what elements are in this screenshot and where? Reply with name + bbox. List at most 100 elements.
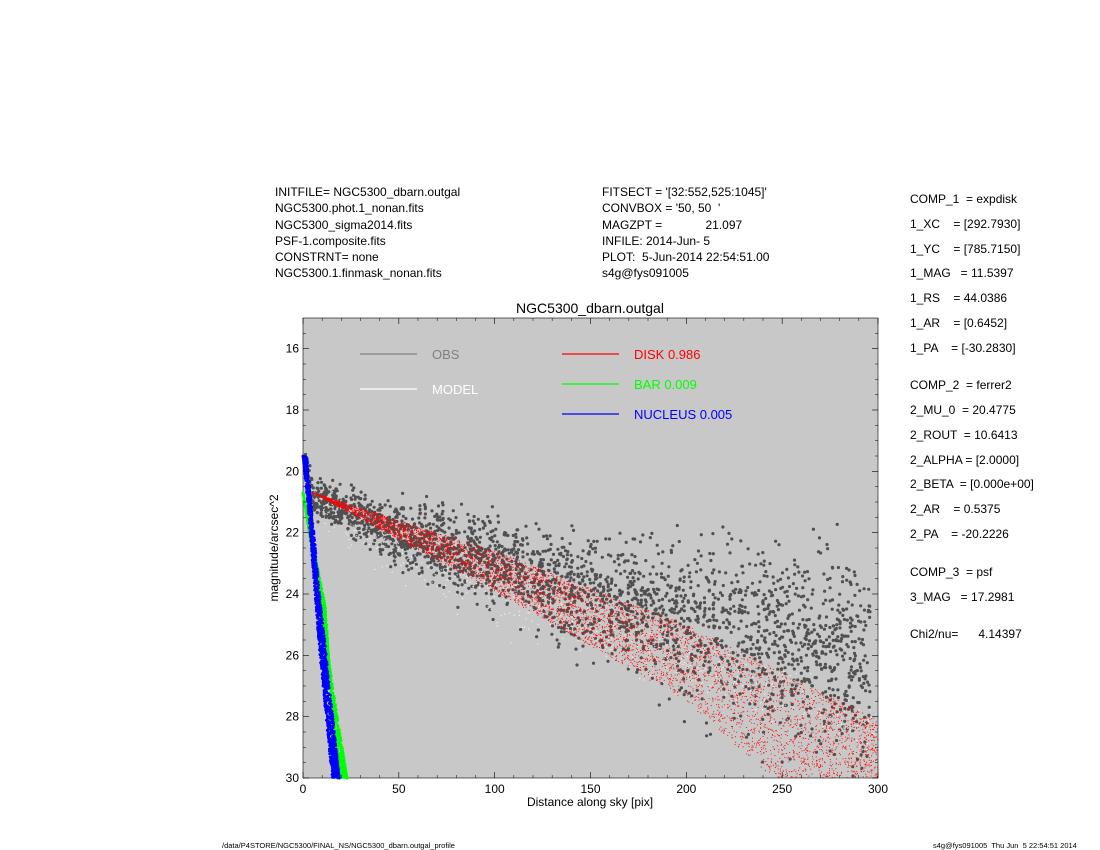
obs-point [570, 524, 574, 528]
obs-point [651, 565, 655, 569]
obs-point [436, 504, 441, 508]
obs-point [682, 720, 687, 724]
obs-point [446, 555, 450, 559]
model-point [693, 658, 695, 661]
model-point [570, 625, 572, 627]
obs-point [587, 552, 591, 556]
bar-point [337, 728, 341, 731]
obs-point [680, 568, 684, 572]
obs-point [761, 600, 765, 604]
model-point [549, 623, 551, 626]
obs-point [787, 584, 792, 589]
obs-point [758, 580, 762, 584]
obs-point [515, 551, 520, 555]
obs-point [799, 671, 803, 675]
model-point [455, 586, 458, 588]
obs-point [349, 533, 353, 538]
model-point [662, 681, 665, 684]
model-point [765, 671, 767, 673]
obs-point [630, 569, 635, 573]
obs-point [848, 621, 853, 625]
obs-point [821, 641, 826, 645]
obs-point [780, 696, 784, 700]
obs-point [592, 581, 596, 585]
obs-point [359, 504, 363, 508]
obs-point [387, 552, 391, 557]
obs-point [794, 684, 798, 688]
obs-point [757, 620, 761, 624]
obs-point [670, 610, 674, 614]
model-point [703, 651, 705, 653]
obs-point [826, 577, 830, 582]
obs-point [848, 674, 852, 679]
obs-point [830, 607, 834, 611]
model-point [718, 679, 721, 682]
obs-point [806, 628, 810, 632]
model-point [820, 714, 822, 716]
obs-point [635, 592, 639, 596]
obs-point [593, 586, 597, 590]
obs-point [418, 521, 422, 525]
obs-point [793, 687, 797, 691]
obs-point [684, 689, 688, 694]
model-point [765, 683, 768, 685]
model-point [684, 662, 686, 664]
obs-point [321, 492, 325, 496]
obs-point [750, 623, 754, 627]
obs-point [859, 669, 863, 673]
obs-point [521, 555, 525, 559]
obs-point [682, 579, 686, 584]
model-point [599, 622, 601, 624]
obs-point [820, 651, 824, 655]
obs-point [771, 575, 775, 579]
obs-point [699, 601, 703, 605]
obs-point [606, 583, 610, 587]
obs-point [803, 623, 807, 627]
model-point [562, 637, 564, 640]
obs-point [696, 549, 701, 553]
model-point [605, 604, 607, 607]
param-1-mag: 1_MAG = 11.5397 [910, 266, 1014, 280]
obs-point [585, 574, 589, 578]
obs-point [775, 604, 779, 608]
obs-point [853, 624, 857, 629]
obs-point [768, 632, 772, 636]
obs-point [856, 700, 860, 705]
obs-point [809, 644, 813, 649]
obs-point [683, 593, 688, 598]
obs-point [479, 548, 483, 552]
obs-point [441, 523, 445, 527]
model-point [714, 666, 716, 668]
model-point [706, 691, 709, 694]
obs-point [561, 554, 566, 559]
obs-point [790, 663, 794, 667]
obs-point [783, 666, 787, 670]
obs-point [682, 677, 686, 681]
obs-point [807, 714, 811, 718]
obs-point [432, 556, 436, 560]
obs-point [736, 644, 740, 648]
obs-point [696, 649, 700, 653]
obs-point [793, 572, 797, 576]
obs-point [746, 732, 751, 737]
obs-point [635, 621, 639, 625]
obs-point [821, 602, 825, 606]
model-point [523, 626, 526, 628]
obs-point [779, 656, 783, 660]
model-point [550, 603, 552, 605]
param-comp1: COMP_1 = expdisk [910, 192, 1018, 206]
obs-point [372, 505, 376, 509]
obs-point [437, 526, 441, 530]
obs-point [636, 602, 640, 606]
bar-point [341, 751, 345, 755]
obs-point [734, 587, 738, 591]
obs-point [742, 654, 746, 658]
obs-point [583, 583, 587, 587]
obs-point [743, 605, 747, 609]
obs-point [656, 552, 661, 556]
model-point [644, 606, 647, 608]
param-2-beta: 2_BETA = [0.000e+00] [910, 477, 1034, 491]
model-point [695, 680, 697, 682]
obs-point [677, 539, 681, 544]
obs-point [681, 588, 685, 592]
